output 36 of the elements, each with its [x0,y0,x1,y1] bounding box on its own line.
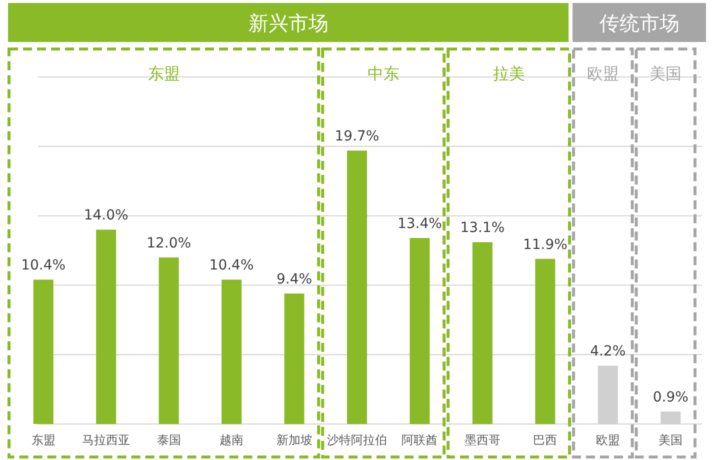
x-tick-label: 越南 [220,433,244,447]
bar [347,150,367,424]
data-label: 12.0% [146,235,192,252]
x-tick-label: 泰国 [156,433,181,447]
data-label: 13.4% [397,216,442,232]
x-tick-label: 墨西哥 [464,433,500,447]
bar [284,294,304,424]
data-label: 4.2% [590,344,626,360]
x-tick-label: 欧盟 [596,433,620,447]
data-label: 0.9% [652,390,688,406]
data-label: 10.4% [209,258,254,274]
data-label: 11.9% [522,236,568,253]
annotation: 中东 [367,64,400,83]
x-tick-label: 东盟 [31,433,56,447]
annotation: 拉美 [492,64,525,83]
x-tick-label: 美国 [658,433,683,447]
annotation: 美国 [650,64,682,83]
data-label: 14.0% [84,208,128,224]
bar [410,238,430,424]
bar [158,257,179,424]
bar [535,258,556,424]
data-label: 13.1% [460,220,505,236]
data-label: 9.4% [276,272,312,288]
annotation: 欧盟 [586,64,619,83]
data-label: 19.7% [334,128,380,145]
x-tick-label: 马拉西亚 [82,433,130,447]
x-tick-label: 新加坡 [276,433,312,447]
bar [33,280,54,424]
x-tick-label: 巴西 [533,433,558,447]
annotation: 东盟 [148,64,180,83]
data-label: 10.4% [21,258,66,274]
bar [472,242,492,424]
bar [222,280,242,424]
bar [96,230,116,424]
x-tick-label: 阿联酋 [402,433,438,447]
x-tick-label: 沙特阿拉伯 [327,433,387,447]
